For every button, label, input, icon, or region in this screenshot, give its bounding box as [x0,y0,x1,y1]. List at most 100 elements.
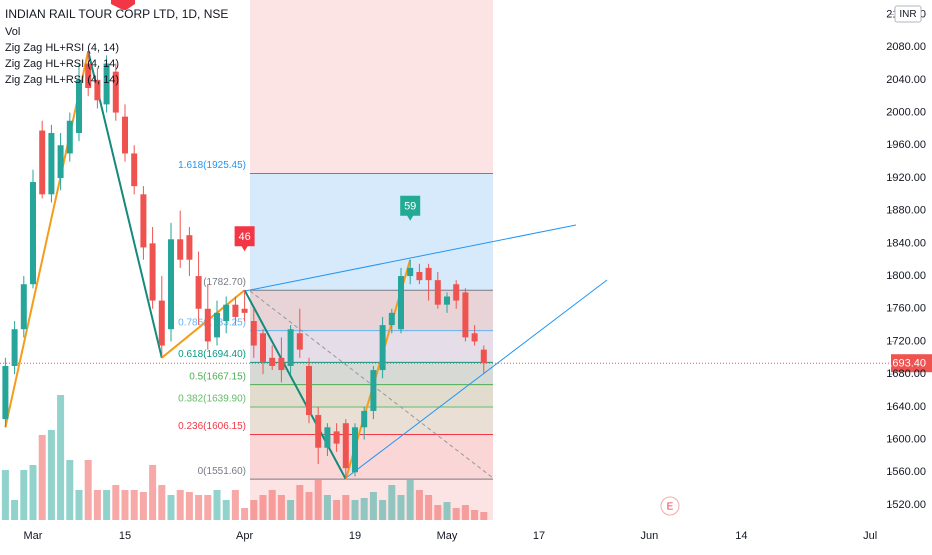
volume-bar [195,495,203,520]
volume-bar [47,430,55,520]
volume-bar [333,500,341,520]
volume-bar [103,490,111,520]
volume-bar [277,495,285,520]
candle-body [398,276,404,330]
volume-bar [222,500,230,520]
volume-bar [241,508,249,520]
candle-body [416,271,423,281]
y-tick-label: 1880.00 [886,205,926,217]
volume-bar [167,495,175,520]
y-tick-label: 1760.00 [886,303,926,315]
x-tick-label: 17 [533,530,545,542]
fib-band [250,330,493,363]
fib-band [250,434,493,480]
candle-body [232,304,239,317]
signal-marker [400,195,421,221]
signal-marker [111,0,135,10]
volume-bar [112,485,120,520]
candle-body [333,431,340,444]
volume-bar [388,485,396,520]
candle-body [177,239,184,260]
fib-level-label: 0.618(1694.40) [178,349,246,360]
candle-body [11,329,18,366]
fib-level-label: 1.618(1925.45) [178,160,246,171]
volume-bar [93,490,101,520]
candle-body [480,349,487,364]
volume-bar [406,480,414,520]
candle-body [388,312,395,326]
volume-bar [471,510,479,520]
candle-body [204,308,211,342]
signal-label: 59 [404,201,416,213]
y-tick-label: 1640.00 [886,401,926,413]
x-tick-label: Jun [641,530,659,542]
candle-body [2,365,9,420]
candle-body [370,370,377,411]
fib-trend-line [249,290,494,479]
fib-level-label: 0.786(1733.25) [178,317,246,328]
volume-bar [57,395,65,520]
y-tick-label: 2080.00 [886,41,926,53]
zigzag-segment [4,51,90,428]
y-tick-label: 1920.00 [886,172,926,184]
signal-marker [234,226,255,252]
currency-badge[interactable] [894,5,922,23]
volume-bar [268,490,276,520]
fib-band [250,290,493,331]
y-tick-label: 2040.00 [886,74,926,86]
y-tick-label: 1680.00 [886,368,926,380]
candle-body [462,292,469,338]
volume-bar [379,500,387,520]
volume-bar [11,500,19,520]
candle-body [30,182,36,285]
volume-bar [139,492,147,520]
candle-body [66,120,73,154]
volume-bar [480,512,488,520]
volume-bar [452,508,460,520]
legend-item: Vol [5,26,20,38]
candle-body [260,333,266,362]
y-tick-label: 1800.00 [886,270,926,282]
candle-body [122,116,128,154]
x-tick-label: May [437,530,458,542]
volume-bar [305,492,313,520]
candle-body [434,280,441,305]
fib-level-label: (1782.70) [203,277,246,288]
volume-bar [360,498,368,520]
volume-bar [461,505,469,520]
volume-bar [20,470,28,520]
y-tick-label: 1600.00 [886,433,926,445]
y-tick-label: 1840.00 [886,237,926,249]
zigzag-segment [161,289,246,359]
candle-body [296,333,303,350]
y-tick-label: 2000.00 [886,106,926,118]
candle-body [186,235,193,260]
earnings-marker [660,496,680,516]
fib-band [250,406,493,435]
legend-item: Zig Zag HL+RSI (4, 14) [5,74,119,86]
volume-bar [342,495,350,520]
volume-bar [231,490,239,520]
y-tick-label: 1720.00 [886,335,926,347]
candle-body [57,145,64,178]
x-tick-label: 15 [119,530,131,542]
volume-bar [204,495,212,520]
volume-bar [250,500,258,520]
candle-body [342,423,349,469]
x-tick-label: Apr [236,530,253,542]
candle-body [48,133,55,195]
volume-bar [259,495,267,520]
candle-body [361,410,368,428]
candle-body [324,427,331,448]
volume-bar [434,505,442,520]
x-tick-label: Jul [863,530,877,542]
volume-bar [29,465,37,520]
volume-bar [66,460,74,520]
volume-bar [121,490,129,520]
candle-body [76,79,82,134]
candle-body [39,130,46,195]
volume-bar [149,465,157,520]
candle-body [223,304,230,322]
trend-line [244,224,577,292]
